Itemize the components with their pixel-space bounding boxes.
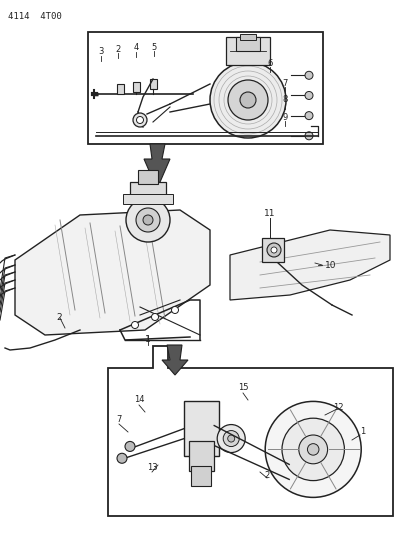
Bar [133,82,140,92]
Polygon shape [230,230,390,300]
Bar [226,37,270,65]
Circle shape [217,425,245,453]
Circle shape [265,401,361,497]
Polygon shape [144,144,170,189]
Bar [150,79,157,89]
Text: 14: 14 [134,395,144,405]
Circle shape [151,313,158,320]
Text: 1: 1 [360,427,366,437]
Text: 2: 2 [264,471,270,480]
Bar [184,401,219,456]
Circle shape [223,431,239,447]
Circle shape [117,453,127,463]
Text: 9: 9 [282,112,288,122]
Circle shape [228,80,268,120]
Polygon shape [162,345,188,375]
Circle shape [308,443,319,455]
Circle shape [305,132,313,140]
Circle shape [171,306,179,313]
Text: 5: 5 [151,43,157,52]
Circle shape [271,247,277,253]
Circle shape [126,198,170,242]
Text: 7: 7 [282,78,288,87]
Text: 2: 2 [115,44,121,53]
Circle shape [305,92,313,100]
Text: 13: 13 [147,464,157,472]
Bar [262,238,284,262]
Text: 4114  4T00: 4114 4T00 [8,12,62,21]
Circle shape [137,117,144,124]
Bar [117,84,124,94]
Text: 6: 6 [267,59,273,68]
Bar [240,34,256,40]
Polygon shape [108,346,393,516]
Circle shape [143,215,153,225]
Polygon shape [15,210,210,335]
Bar [88,32,323,144]
Text: 11: 11 [264,208,276,217]
Circle shape [305,71,313,79]
Bar [123,194,173,204]
Circle shape [210,62,286,138]
Circle shape [282,418,344,481]
Bar [236,37,260,51]
Circle shape [240,92,256,108]
Text: 3: 3 [98,47,104,56]
Circle shape [125,441,135,451]
Text: 12: 12 [333,402,343,411]
Bar [130,182,166,200]
Bar [191,465,211,486]
Circle shape [267,243,281,257]
Text: 4: 4 [133,44,139,52]
Text: 7: 7 [116,416,122,424]
Circle shape [228,435,235,442]
Text: 1: 1 [145,335,151,344]
Bar [138,170,158,184]
Text: 15: 15 [238,384,248,392]
Circle shape [299,435,328,464]
Text: 10: 10 [325,261,337,270]
Text: 2: 2 [56,313,62,322]
Text: 8: 8 [282,95,288,104]
Circle shape [131,321,138,328]
Bar [189,441,214,471]
Circle shape [133,113,147,127]
Circle shape [136,208,160,232]
Circle shape [305,111,313,119]
